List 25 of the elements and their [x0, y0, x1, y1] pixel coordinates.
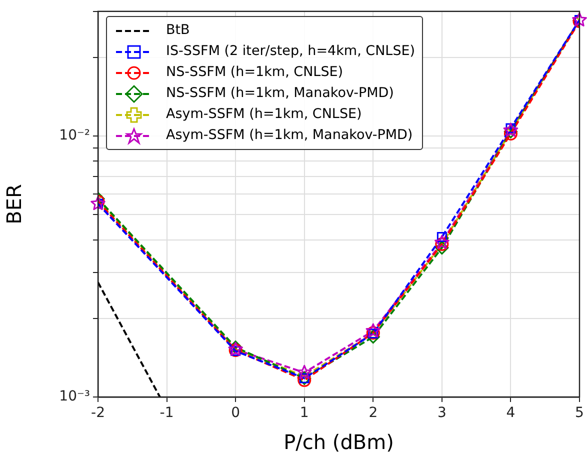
- legend-label: Asym-SSFM (h=1km, Manakov-PMD): [166, 126, 413, 145]
- legend-label: Asym-SSFM (h=1km, CNLSE): [166, 105, 362, 124]
- legend-label: IS-SSFM (2 iter/step, h=4km, CNLSE): [166, 42, 416, 61]
- x-axis-title: P/ch (dBm): [284, 430, 394, 454]
- x-tick-label: 1: [300, 405, 309, 422]
- legend-label: NS-SSFM (h=1km, Manakov-PMD): [166, 84, 394, 103]
- point: [366, 330, 380, 344]
- x-tick-label: 5: [575, 405, 584, 422]
- x-tick-label: 4: [506, 405, 516, 422]
- x-tick-label: 0: [231, 405, 240, 422]
- y-tick-label: 10⁻³: [59, 388, 90, 405]
- point: [435, 241, 449, 255]
- point: [572, 12, 587, 26]
- point: [296, 364, 312, 380]
- y-tick-label: 10⁻²: [59, 128, 90, 144]
- x-tick-label: 3: [437, 405, 446, 422]
- point: [90, 196, 106, 210]
- x-tick-label: 2: [368, 405, 378, 422]
- x-tick-label: -1: [160, 405, 174, 422]
- legend-label: BtB: [166, 21, 190, 40]
- point: [366, 326, 380, 340]
- legend-label: NS-SSFM (h=1km, CNLSE): [166, 63, 344, 82]
- point: [366, 323, 381, 338]
- y-axis-title: BER: [2, 184, 26, 224]
- x-tick-label: -2: [91, 405, 105, 422]
